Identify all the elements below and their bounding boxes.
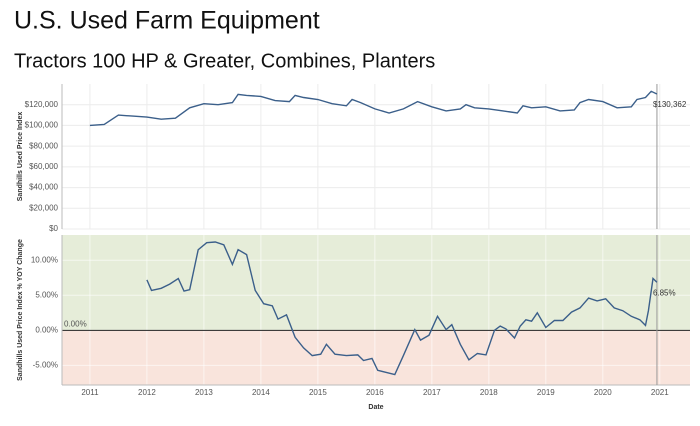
y-axis-label: Sandhills Used Price Index % YOY Change [17,239,24,381]
y-tick-label: 5.00% [35,290,58,299]
value-label: 6.85% [653,288,676,297]
y-tick-label: 0.00% [35,325,58,334]
x-tick-label: 2012 [138,388,156,397]
x-tick-label: 2017 [423,388,441,397]
y-tick-label: $0 [49,224,58,233]
y-axis-label: Sandhills Used Price Index [17,112,24,202]
y-tick-label: 10.00% [31,255,58,264]
y-tick-label: $20,000 [29,203,58,212]
x-axis-label: Date [368,404,383,411]
x-tick-label: 2016 [366,388,384,397]
x-tick-label: 2015 [309,388,327,397]
reference-label: 0.00% [64,319,87,328]
chart-title: U.S. Used Farm Equipment [14,7,320,35]
value-label: $130,362 [653,100,687,109]
series-line [146,241,658,376]
band-above [62,235,690,331]
x-tick-label: 2018 [480,388,498,397]
y-tick-label: $60,000 [29,162,58,171]
band-below [62,330,690,385]
y-tick-label: $40,000 [29,183,58,192]
x-tick-label: 2013 [195,388,213,397]
y-tick-label: $80,000 [29,141,58,150]
x-tick-label: 2019 [537,388,555,397]
series-line [89,90,658,127]
x-tick-label: 2011 [81,388,99,397]
y-tick-label: $100,000 [25,121,59,130]
y-tick-label: $120,000 [25,100,59,109]
chart-subtitle: Tractors 100 HP & Greater, Combines, Pla… [14,50,435,72]
x-tick-label: 2014 [252,388,270,397]
y-tick-label: -5.00% [33,360,58,369]
x-tick-label: 2021 [651,388,669,397]
x-tick-label: 2020 [594,388,612,397]
